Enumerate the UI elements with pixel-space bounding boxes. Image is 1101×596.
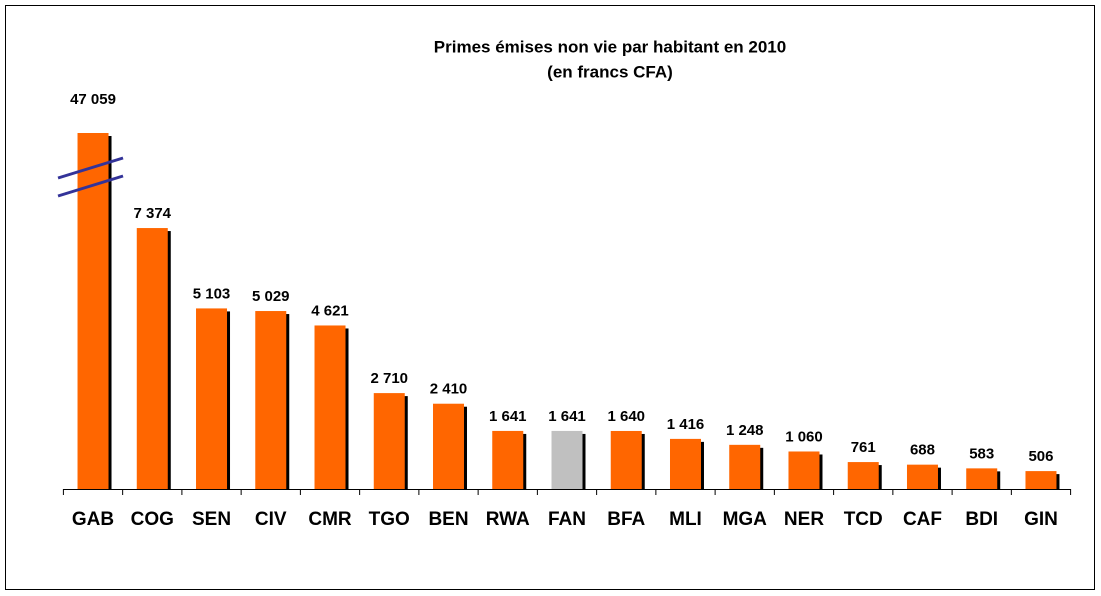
x-tick-label: TGO xyxy=(369,509,410,530)
value-label: 688 xyxy=(910,442,935,459)
x-tick-label: CIV xyxy=(255,509,287,530)
value-label: 1 640 xyxy=(607,408,645,425)
value-label: 47 059 xyxy=(70,91,116,108)
bar xyxy=(669,438,701,489)
value-label: 2 710 xyxy=(370,370,408,387)
x-tick-label: BDI xyxy=(965,509,998,530)
x-tick-label: NER xyxy=(784,509,824,530)
x-tick-label: MLI xyxy=(669,509,702,530)
value-label: 5 103 xyxy=(193,285,231,302)
x-tick-label: BFA xyxy=(607,509,645,530)
value-label: 1 641 xyxy=(548,408,586,425)
value-label: 7 374 xyxy=(133,205,171,222)
x-tick-label: GIN xyxy=(1024,509,1058,530)
x-tick-label: RWA xyxy=(486,509,530,530)
x-tick-label: BEN xyxy=(428,509,468,530)
chart-title: Primes émises non vie par habitant en 20… xyxy=(434,37,786,56)
axis-break xyxy=(57,174,124,198)
value-label: 583 xyxy=(969,445,994,462)
x-tick-label: FAN xyxy=(548,509,586,530)
bar xyxy=(314,325,346,489)
bar xyxy=(492,430,524,489)
bar xyxy=(966,468,998,489)
value-label: 1 416 xyxy=(667,416,705,433)
chart-subtitle: (en francs CFA) xyxy=(547,62,673,81)
value-label: 761 xyxy=(851,439,876,456)
bar xyxy=(847,462,879,489)
bar xyxy=(196,308,228,489)
value-label: 5 029 xyxy=(252,288,290,305)
bar xyxy=(610,430,642,489)
bar xyxy=(551,430,583,489)
bar xyxy=(433,403,465,489)
bar xyxy=(906,464,938,489)
value-label: 1 060 xyxy=(785,428,823,445)
value-label: 1 248 xyxy=(726,422,764,439)
bar xyxy=(136,228,168,490)
x-tick-label: CMR xyxy=(308,509,352,530)
x-tick-label: GAB xyxy=(72,509,114,530)
x-tick-label: SEN xyxy=(192,509,231,530)
x-tick-label: CAF xyxy=(903,509,942,530)
bar xyxy=(77,133,109,489)
bar xyxy=(373,393,405,489)
chart-frame xyxy=(5,5,1095,590)
x-tick-label: TCD xyxy=(844,509,883,530)
bar xyxy=(788,451,820,489)
bar xyxy=(1025,471,1057,489)
bar xyxy=(255,311,287,489)
value-label: 2 410 xyxy=(430,381,468,398)
x-tick-label: COG xyxy=(131,509,174,530)
bar xyxy=(729,444,761,489)
value-label: 506 xyxy=(1028,448,1053,465)
x-tick-label: MGA xyxy=(723,509,768,530)
value-label: 4 621 xyxy=(311,302,349,319)
axis-break xyxy=(57,156,124,180)
value-label: 1 641 xyxy=(489,408,527,425)
